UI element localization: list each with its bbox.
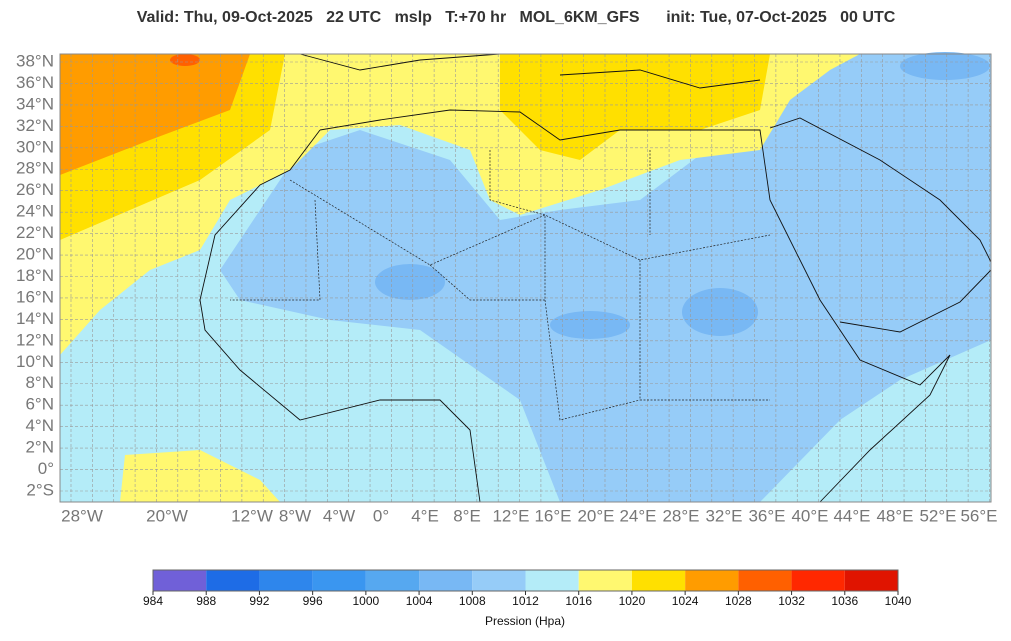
lon-label: 28°W bbox=[61, 506, 103, 525]
lat-label: 32°N bbox=[16, 116, 54, 135]
colorbar-tick-label: 1020 bbox=[619, 594, 646, 608]
colorbar-tick-label: 1004 bbox=[406, 594, 433, 608]
colorbar-tick-label: 984 bbox=[143, 594, 163, 608]
lat-label: 0° bbox=[38, 459, 54, 478]
colorbar-cell bbox=[685, 570, 739, 591]
border bbox=[230, 150, 771, 421]
lon-label: 56°E bbox=[960, 506, 997, 525]
lon-label: 24°E bbox=[619, 506, 656, 525]
coastline bbox=[199, 129, 481, 503]
lon-label: 16°E bbox=[534, 506, 571, 525]
colorbar-tick-label: 1008 bbox=[459, 594, 486, 608]
lat-label: 18°N bbox=[16, 266, 54, 285]
colorbar: 984 988 992 996 1000 1004 1008 1012 1016 1020 1024… bbox=[143, 569, 912, 608]
lat-label: 20°N bbox=[16, 245, 54, 264]
lat-label: 24°N bbox=[16, 202, 54, 221]
pressure-area bbox=[500, 54, 770, 160]
colorbar-tick-label: 1028 bbox=[725, 594, 752, 608]
lat-label: 16°N bbox=[16, 287, 54, 306]
colorbar-tick-label: 1024 bbox=[672, 594, 699, 608]
colorbar-tick-label: 992 bbox=[249, 594, 269, 608]
lon-label: 4°W bbox=[323, 506, 355, 525]
lat-label: 6°N bbox=[25, 395, 54, 414]
lat-label: 10°N bbox=[16, 352, 54, 371]
colorbar-tick-label: 988 bbox=[196, 594, 216, 608]
lat-label: 8°N bbox=[25, 373, 54, 392]
coastline bbox=[319, 109, 951, 503]
lon-label: 12°E bbox=[492, 506, 529, 525]
lon-label: 20°W bbox=[146, 506, 188, 525]
lon-label: 20°E bbox=[577, 506, 614, 525]
lon-label: 0° bbox=[373, 506, 389, 525]
lat-label: 28°N bbox=[16, 159, 54, 178]
colorbar-cell bbox=[312, 570, 366, 591]
colorbar-tick-label: 1016 bbox=[565, 594, 592, 608]
colorbar-cell bbox=[738, 570, 792, 591]
colorbar-cell bbox=[419, 570, 473, 591]
coastline bbox=[769, 117, 992, 333]
lat-label: 12°N bbox=[16, 330, 54, 349]
pressure-area bbox=[375, 264, 445, 300]
lat-label: 36°N bbox=[16, 73, 54, 92]
colorbar-tick-label: 996 bbox=[303, 594, 323, 608]
lat-label: 14°N bbox=[16, 309, 54, 328]
lat-label: 2°S bbox=[26, 480, 54, 499]
colorbar-tick-label: 1036 bbox=[831, 594, 858, 608]
colorbar-tick-label: 1012 bbox=[512, 594, 539, 608]
lon-label: 4°E bbox=[411, 506, 439, 525]
lon-label: 48°E bbox=[876, 506, 913, 525]
colorbar-cell bbox=[365, 570, 420, 591]
lon-label: 8°E bbox=[453, 506, 481, 525]
lon-label: 36°E bbox=[748, 506, 785, 525]
pressure-area bbox=[60, 54, 250, 175]
pressure-area bbox=[682, 288, 758, 336]
lon-label: 44°E bbox=[833, 506, 870, 525]
grid bbox=[60, 54, 991, 502]
colorbar-tick-label: 1040 bbox=[885, 594, 912, 608]
lat-label: 34°N bbox=[16, 94, 54, 113]
pressure-area bbox=[120, 450, 280, 502]
lon-label: 32°E bbox=[705, 506, 742, 525]
map-frame bbox=[59, 53, 992, 503]
colorbar-cell bbox=[791, 570, 845, 591]
lat-label: 26°N bbox=[16, 180, 54, 199]
colorbar-cell bbox=[153, 570, 207, 591]
lat-label: 30°N bbox=[16, 137, 54, 156]
colorbar-cell bbox=[472, 570, 526, 591]
colorbar-label: Pression (Hpa) bbox=[485, 614, 565, 628]
pressure-area bbox=[170, 54, 200, 66]
colorbar-cell bbox=[578, 570, 632, 591]
colorbar-tick-label: 1032 bbox=[778, 594, 805, 608]
colorbar-cell bbox=[844, 570, 898, 591]
map bbox=[59, 52, 992, 503]
pressure-area bbox=[900, 52, 990, 80]
lon-label: 12°W bbox=[231, 506, 273, 525]
colorbar-cell bbox=[259, 570, 313, 591]
pressure-area bbox=[550, 311, 630, 339]
colorbar-cell bbox=[525, 570, 579, 591]
map-title: Valid: Thu, 09-Oct-2025 22 UTC mslp T:+7… bbox=[137, 9, 896, 26]
colorbar-tick-label: 1000 bbox=[353, 594, 380, 608]
colorbar-cell bbox=[631, 570, 686, 591]
lon-label: 28°E bbox=[662, 506, 699, 525]
lat-label: 4°N bbox=[25, 416, 54, 435]
colorbar-cell bbox=[206, 570, 260, 591]
lat-label: 2°N bbox=[25, 438, 54, 457]
lon-label: 40°E bbox=[791, 506, 828, 525]
lon-label: 8°W bbox=[279, 506, 311, 525]
lat-label: 22°N bbox=[16, 223, 54, 242]
lon-label: 52°E bbox=[919, 506, 956, 525]
coastline bbox=[299, 53, 761, 89]
lat-label: 38°N bbox=[16, 51, 54, 70]
